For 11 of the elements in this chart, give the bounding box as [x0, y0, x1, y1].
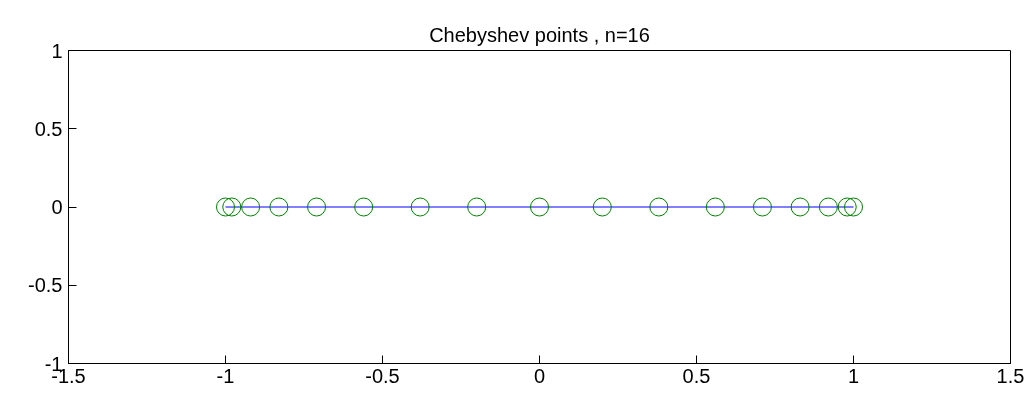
- y-tick-label: 1: [51, 39, 63, 62]
- x-tick-label: -1: [216, 364, 235, 387]
- y-tick-label: 0.5: [34, 117, 63, 140]
- x-tick-label: 1.5: [996, 364, 1025, 387]
- y-tick-label: 0: [51, 196, 63, 218]
- x-tick-label: 1: [847, 364, 860, 387]
- y-tick-label: -0.5: [28, 274, 63, 297]
- x-tick-label: 0: [533, 364, 546, 387]
- x-tick-label: -0.5: [365, 364, 400, 387]
- chart-title: Chebyshev points , n=16: [429, 23, 650, 46]
- x-tick-label: 0.5: [682, 364, 711, 387]
